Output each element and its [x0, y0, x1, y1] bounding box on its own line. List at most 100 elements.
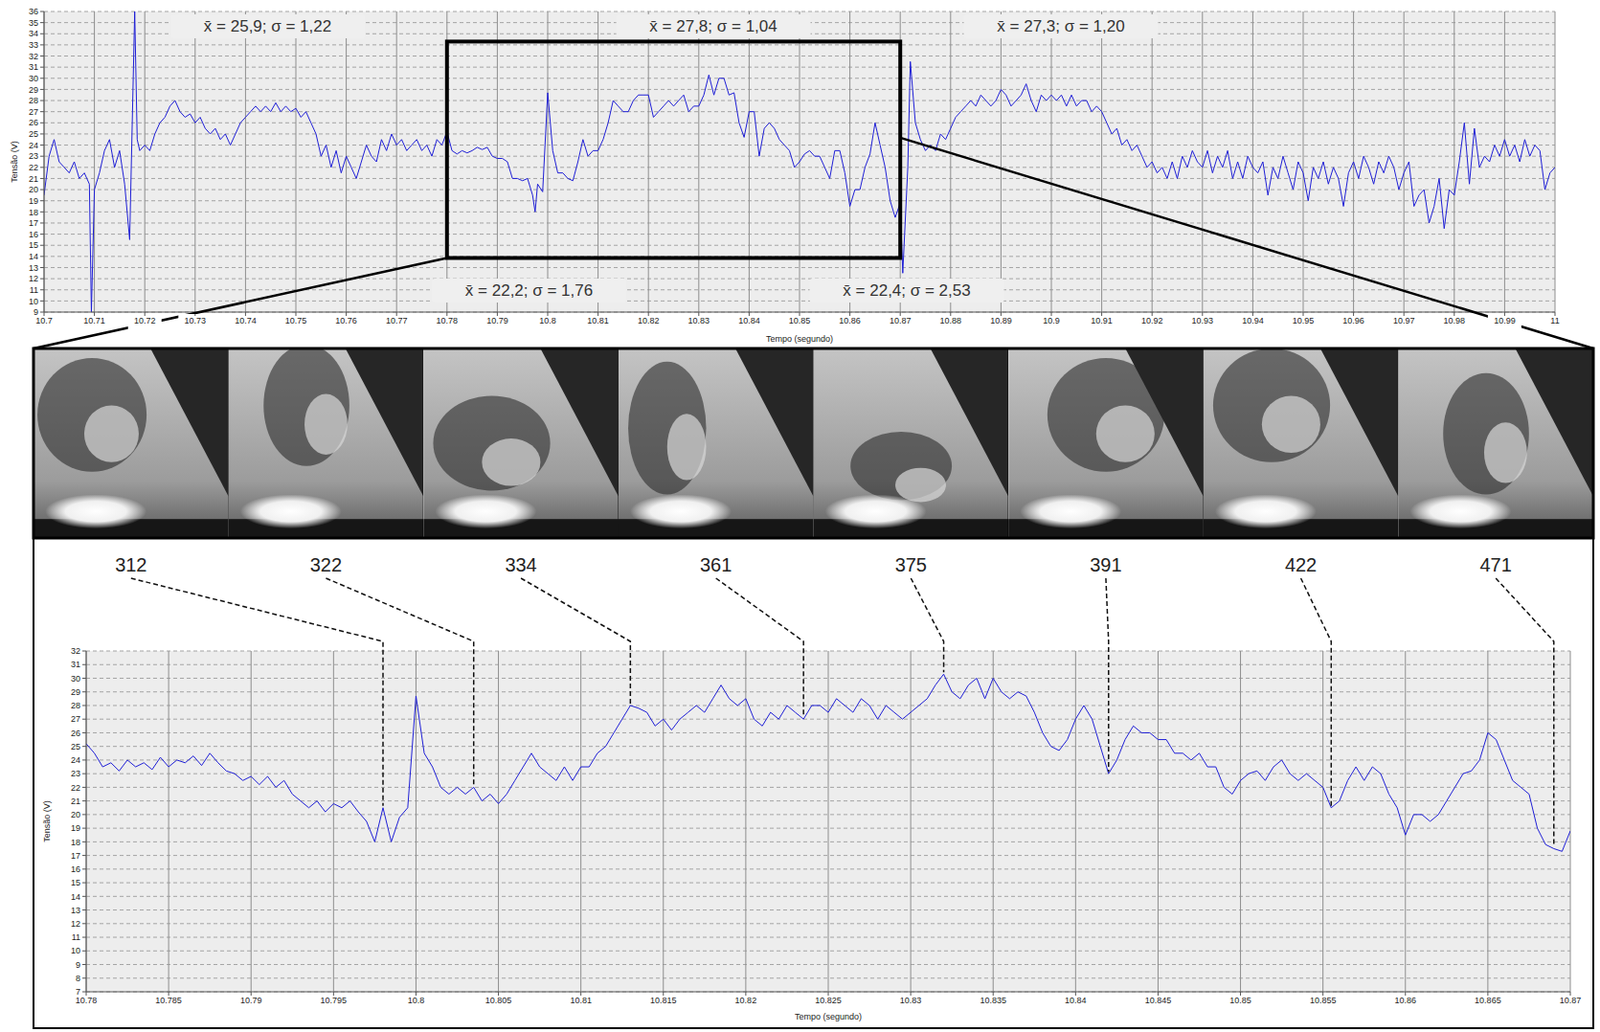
svg-text:10: 10 — [28, 296, 39, 307]
svg-text:375: 375 — [895, 554, 927, 576]
svg-text:10.88: 10.88 — [940, 315, 963, 326]
svg-text:x̄ = 22,2; σ = 1,76: x̄ = 22,2; σ = 1,76 — [465, 281, 593, 300]
svg-text:10.79: 10.79 — [486, 315, 509, 326]
svg-text:10.805: 10.805 — [485, 995, 513, 1006]
svg-text:Tensão (V): Tensão (V) — [42, 800, 52, 843]
svg-text:15: 15 — [28, 240, 39, 250]
svg-text:12: 12 — [28, 273, 39, 284]
svg-text:Tempo (segundo): Tempo (segundo) — [794, 1012, 862, 1022]
svg-text:10.7: 10.7 — [35, 315, 53, 326]
svg-text:18: 18 — [28, 207, 39, 218]
svg-text:10.76: 10.76 — [335, 315, 358, 326]
svg-text:10.72: 10.72 — [134, 315, 157, 326]
svg-text:10.99: 10.99 — [1493, 315, 1516, 326]
svg-text:471: 471 — [1480, 554, 1512, 576]
svg-text:14: 14 — [70, 892, 81, 902]
svg-text:24: 24 — [70, 755, 81, 766]
svg-text:30: 30 — [70, 674, 81, 684]
svg-text:10.78: 10.78 — [75, 995, 98, 1006]
svg-text:10.97: 10.97 — [1393, 315, 1416, 326]
svg-text:29: 29 — [70, 687, 81, 698]
svg-text:10.94: 10.94 — [1241, 315, 1264, 326]
svg-text:334: 334 — [504, 554, 537, 576]
svg-text:11: 11 — [29, 285, 39, 295]
svg-text:10.82: 10.82 — [735, 995, 758, 1006]
svg-text:Tempo (segundo): Tempo (segundo) — [766, 334, 834, 344]
svg-text:10.825: 10.825 — [814, 995, 842, 1006]
svg-text:10.84: 10.84 — [738, 315, 761, 326]
svg-text:34: 34 — [28, 28, 39, 39]
svg-text:27: 27 — [28, 107, 39, 117]
svg-text:7: 7 — [75, 987, 81, 997]
svg-text:13: 13 — [28, 263, 39, 273]
svg-text:32: 32 — [70, 646, 81, 656]
svg-text:20: 20 — [28, 184, 39, 195]
svg-text:10.84: 10.84 — [1064, 995, 1087, 1006]
svg-text:10.815: 10.815 — [650, 995, 677, 1006]
svg-text:31: 31 — [70, 659, 81, 670]
svg-text:10.795: 10.795 — [320, 995, 348, 1006]
svg-text:19: 19 — [28, 196, 39, 206]
svg-text:10.82: 10.82 — [637, 315, 660, 326]
svg-text:17: 17 — [70, 851, 81, 861]
svg-text:23: 23 — [28, 151, 39, 161]
svg-text:10.845: 10.845 — [1145, 995, 1172, 1006]
svg-text:20: 20 — [70, 810, 81, 820]
svg-text:10.89: 10.89 — [990, 315, 1013, 326]
svg-text:12: 12 — [70, 919, 81, 929]
svg-text:391: 391 — [1089, 554, 1122, 576]
svg-text:9: 9 — [75, 960, 81, 970]
svg-text:10.91: 10.91 — [1090, 315, 1113, 326]
svg-text:10.9: 10.9 — [1042, 315, 1060, 326]
svg-text:x̄ = 22,4; σ = 2,53: x̄ = 22,4; σ = 2,53 — [842, 281, 970, 300]
svg-text:33: 33 — [28, 40, 39, 50]
svg-text:19: 19 — [70, 823, 81, 834]
svg-text:11: 11 — [71, 932, 81, 943]
svg-text:10.83: 10.83 — [688, 315, 711, 326]
svg-text:11: 11 — [1550, 315, 1559, 326]
svg-text:10.85: 10.85 — [1229, 995, 1252, 1006]
svg-text:16: 16 — [70, 864, 81, 875]
svg-text:10.73: 10.73 — [184, 315, 207, 326]
svg-text:8: 8 — [75, 973, 81, 984]
svg-text:10.86: 10.86 — [838, 315, 861, 326]
svg-text:31: 31 — [28, 62, 39, 72]
svg-text:25: 25 — [70, 742, 81, 752]
svg-text:10.93: 10.93 — [1192, 315, 1215, 326]
svg-text:10.77: 10.77 — [385, 315, 408, 326]
svg-text:30: 30 — [28, 73, 39, 84]
svg-text:422: 422 — [1284, 554, 1317, 576]
svg-text:10.785: 10.785 — [155, 995, 182, 1006]
svg-text:17: 17 — [28, 218, 39, 228]
svg-text:21: 21 — [28, 174, 39, 184]
svg-text:14: 14 — [28, 251, 39, 262]
svg-text:35: 35 — [28, 18, 39, 28]
svg-text:10.8: 10.8 — [407, 995, 426, 1006]
svg-text:10.865: 10.865 — [1474, 995, 1502, 1006]
svg-text:312: 312 — [114, 554, 147, 576]
svg-text:22: 22 — [28, 162, 39, 173]
svg-text:36: 36 — [28, 6, 39, 17]
svg-text:18: 18 — [70, 837, 81, 848]
svg-text:27: 27 — [70, 714, 81, 724]
svg-text:15: 15 — [70, 878, 81, 888]
svg-text:10.71: 10.71 — [83, 315, 106, 326]
svg-text:22: 22 — [70, 783, 81, 793]
svg-text:10.87: 10.87 — [1559, 995, 1582, 1006]
svg-text:x̄ = 27,3; σ = 1,20: x̄ = 27,3; σ = 1,20 — [996, 17, 1125, 36]
svg-text:Tensão (V): Tensão (V) — [9, 140, 20, 183]
svg-text:10.92: 10.92 — [1141, 315, 1164, 326]
svg-text:10.86: 10.86 — [1395, 995, 1418, 1006]
svg-text:26: 26 — [70, 728, 81, 739]
svg-text:28: 28 — [70, 700, 81, 711]
svg-text:32: 32 — [28, 51, 39, 62]
svg-text:322: 322 — [310, 554, 342, 576]
svg-text:10.79: 10.79 — [240, 995, 263, 1006]
svg-text:10.75: 10.75 — [285, 315, 308, 326]
svg-text:10.74: 10.74 — [234, 315, 257, 326]
svg-text:10.98: 10.98 — [1443, 315, 1466, 326]
svg-text:9: 9 — [33, 307, 39, 317]
svg-text:25: 25 — [28, 129, 39, 139]
svg-text:10: 10 — [70, 946, 81, 956]
svg-text:26: 26 — [28, 117, 39, 128]
